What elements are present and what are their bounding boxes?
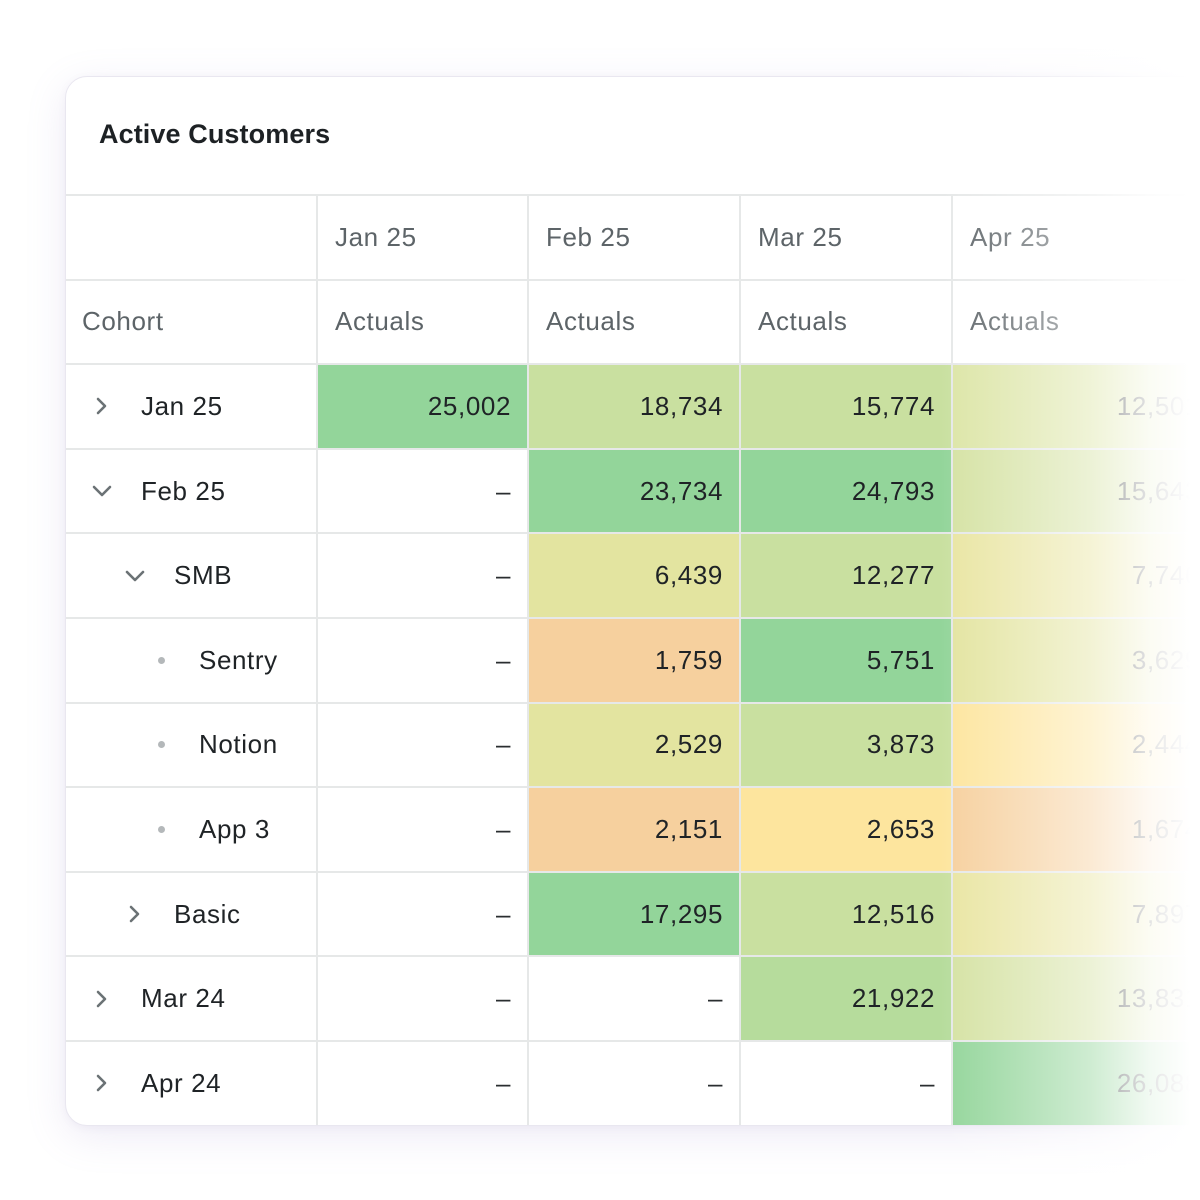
value-cell: 17,295 [529,872,741,958]
value-cell: 5,751 [741,618,953,704]
value-cell: – [741,1041,953,1125]
value-cell: 26,088 [953,1041,1200,1125]
value-cell: 2,529 [529,703,741,789]
value-cell: 13,831 [953,957,1200,1042]
value-cell: 12,516 [741,872,953,958]
cohort-row-label[interactable]: Apr 24 [66,1041,318,1125]
value-cell: 23,734 [529,449,741,535]
value-cell: 25,002 [318,365,529,450]
chevron-right-icon[interactable] [124,903,146,925]
chevron-right-icon[interactable] [91,1072,113,1094]
value-cell: 1,674 [953,788,1200,873]
cohort-name: Feb 25 [141,475,226,506]
value-cell: 3,873 [741,703,953,789]
cohort-row-label[interactable]: Basic [66,872,318,958]
month-header: Jan 25 [318,196,529,281]
cohort-row-label: Sentry [66,618,318,704]
cohort-row-label: App 3 [66,788,318,873]
value-cell: 6,439 [529,534,741,619]
cohort-name: Basic [174,898,241,929]
cohort-name: Apr 24 [141,1067,222,1098]
value-cell: 15,643 [953,449,1200,535]
value-cell: 2,444 [953,703,1200,789]
cohort-row-label[interactable]: Jan 25 [66,365,318,450]
cohort-name: Jan 25 [141,390,223,421]
cohort-row-label[interactable]: Mar 24 [66,957,318,1042]
cohort-column-header: Cohort [66,280,318,366]
value-cell: – [318,788,529,873]
cohort-name: Sentry [199,644,278,675]
actuals-subheader: Actuals [953,281,1200,366]
value-cell: 7,897 [953,872,1200,958]
cohort-row-label[interactable]: SMB [66,534,318,619]
value-cell: 15,774 [741,365,953,450]
cohort-table: Jan 25 Feb 25 Mar 25 Apr 25 Cohort Actua… [66,194,1200,1125]
header-corner [66,196,318,281]
cohort-name: Notion [199,729,278,760]
value-cell: 1,759 [529,618,741,704]
value-cell: – [318,703,529,789]
cohort-name: SMB [174,560,233,591]
card-title: Active Customers [99,119,331,149]
value-cell: 2,151 [529,788,741,873]
value-cell: – [318,1041,529,1125]
value-cell: – [318,957,529,1042]
month-header: Mar 25 [741,196,953,281]
cohort-row-label: Notion [66,703,318,789]
active-customers-card: Active Customers Jan 25 Feb 25 Mar 25 Ap… [65,76,1200,1126]
value-cell: 21,922 [741,957,953,1042]
value-cell: 12,277 [741,534,953,619]
chevron-down-icon[interactable] [91,480,113,502]
value-cell: – [529,957,741,1042]
actuals-subheader: Actuals [741,280,953,366]
chevron-right-icon[interactable] [91,395,113,417]
cohort-name: Mar 24 [141,983,226,1014]
value-cell: – [318,534,529,619]
value-cell: – [529,1041,741,1125]
value-cell: 2,653 [741,788,953,873]
cohort-row-label[interactable]: Feb 25 [66,449,318,535]
actuals-subheader: Actuals [529,280,741,366]
month-header: Apr 25 [953,196,1200,281]
value-cell: 3,629 [953,618,1200,704]
bullet-icon [158,741,165,749]
cohort-name: App 3 [199,813,270,844]
value-cell: 24,793 [741,449,953,535]
actuals-subheader: Actuals [318,280,529,366]
chevron-right-icon[interactable] [91,988,113,1010]
value-cell: – [318,618,529,704]
bullet-icon [158,825,165,833]
value-cell: 12,501 [953,365,1200,450]
value-cell: – [318,449,529,535]
value-cell: 7,746 [953,534,1200,619]
month-header: Feb 25 [529,196,741,281]
chevron-down-icon[interactable] [124,565,146,587]
value-cell: – [318,872,529,958]
value-cell: 18,734 [529,365,741,450]
bullet-icon [158,656,165,664]
